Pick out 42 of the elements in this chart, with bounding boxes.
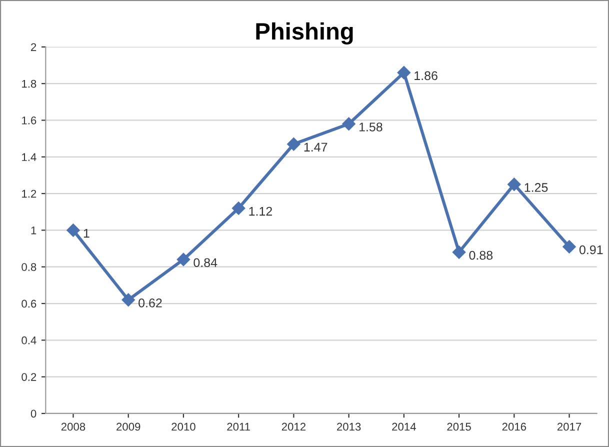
y-tick-label: 2 [31,43,36,51]
y-tick-label: 0.2 [22,373,36,381]
data-label: 1.58 [359,122,382,132]
data-label: 0.84 [194,258,218,268]
point [342,117,356,130]
data-label: 0.62 [138,298,162,308]
y-tick-label: 0.8 [22,263,36,271]
x-tick-label: 2016 [502,422,526,431]
y-tick-label: 1.2 [22,190,36,198]
x-tick-label: 2009 [116,422,140,431]
point [176,252,190,266]
point [122,293,135,306]
x-tick-label: 2013 [337,422,361,431]
y-tick-label: 1.6 [22,116,36,124]
x-tick-label: 2014 [392,422,416,431]
y-tick-label: 1.8 [22,80,36,88]
point [562,240,576,254]
y-tick-label: 0 [30,410,36,418]
y-tick-label: 1.4 [22,153,36,161]
x-tick-label: 2011 [227,422,250,431]
y-tick-label: 0.4 [22,336,36,344]
x-tick-label: 2010 [172,422,196,431]
point [508,178,521,191]
y-tick-label: 0.6 [22,300,36,308]
chart-title: Phishing [256,22,353,44]
point [397,66,411,80]
x-tick-label: 2008 [61,422,86,431]
data-label: 0.91 [579,245,603,254]
data-label: 1.12 [249,206,272,216]
point [452,246,466,259]
point [232,202,246,215]
data-label: 1.25 [524,183,548,192]
point [287,137,300,151]
data-label: 0.88 [469,250,493,260]
x-tick-label: 2017 [557,422,582,431]
x-tick-label: 2015 [447,422,471,431]
x-tick-label: 2012 [282,422,306,431]
data-label: 1.86 [414,71,438,80]
data-label: 1 [84,229,90,238]
y-tick-label: 1 [31,226,36,234]
point [66,224,80,237]
data-label: 1.47 [304,142,328,152]
